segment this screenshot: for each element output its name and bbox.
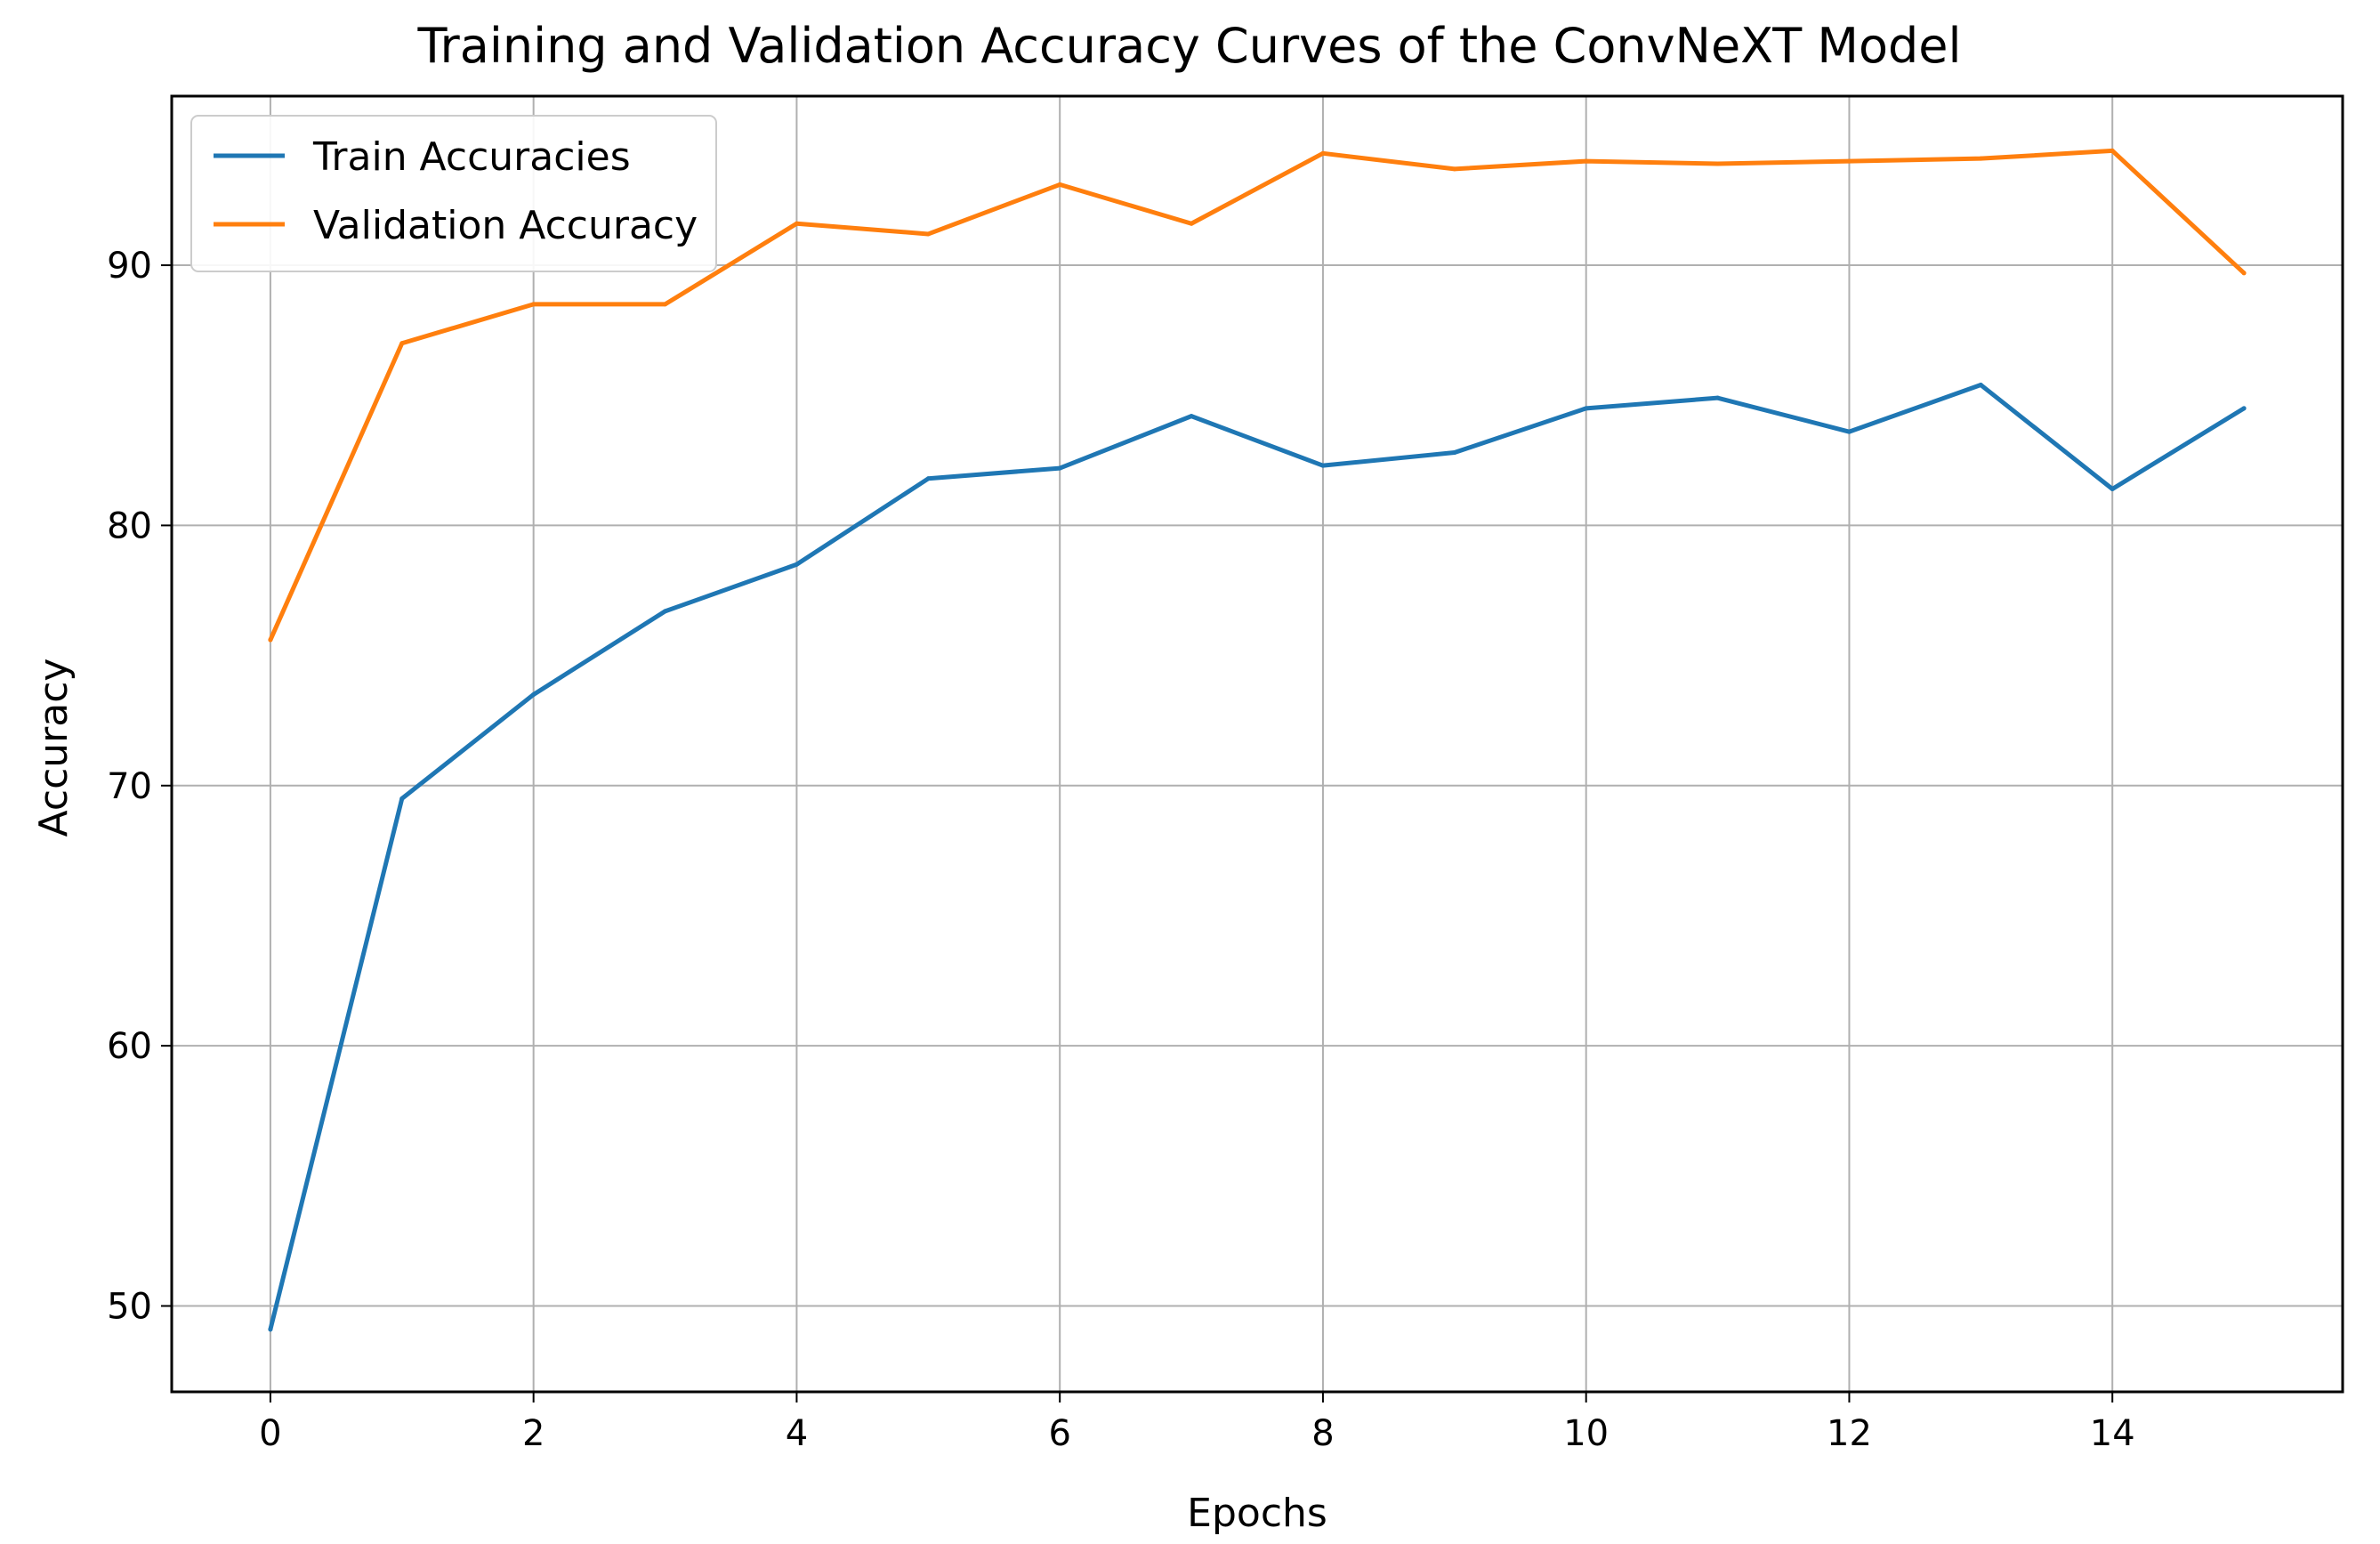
train-accuracy-point bbox=[1584, 406, 1589, 411]
train-accuracy-point bbox=[1320, 463, 1326, 468]
validation-accuracy-point bbox=[399, 341, 405, 346]
legend: Train Accuracies Validation Accuracy bbox=[190, 115, 717, 272]
validation-accuracy-point bbox=[1452, 166, 1457, 172]
validation-accuracy-point bbox=[1320, 150, 1326, 156]
x-tick-label: 0 bbox=[259, 1413, 281, 1454]
y-tick-label: 90 bbox=[107, 246, 152, 287]
legend-box bbox=[190, 115, 717, 272]
x-tick-label: 8 bbox=[1311, 1413, 1334, 1454]
validation-accuracy-point bbox=[1189, 221, 1194, 226]
train-accuracy-point bbox=[925, 476, 931, 481]
train-accuracy-point bbox=[1452, 450, 1457, 456]
validation-accuracy-point bbox=[1978, 156, 1983, 161]
legend-label-validation: Validation Accuracy bbox=[313, 203, 698, 248]
train-accuracy-point bbox=[268, 1327, 273, 1332]
validation-accuracy-point bbox=[1715, 161, 1721, 166]
validation-accuracy-point bbox=[663, 302, 668, 307]
train-accuracy-point bbox=[1978, 383, 1983, 388]
y-tick-label: 80 bbox=[107, 505, 152, 546]
x-tick-label: 10 bbox=[1563, 1413, 1609, 1454]
axis-ticks: 0 2 4 6 8 10 12 14 50 60 70 80 90 bbox=[107, 246, 2135, 1454]
validation-accuracy-point bbox=[268, 637, 273, 643]
x-tick-label: 12 bbox=[1827, 1413, 1872, 1454]
validation-accuracy-point bbox=[794, 221, 799, 226]
x-tick-label: 2 bbox=[522, 1413, 545, 1454]
train-accuracy-point bbox=[2110, 486, 2115, 491]
y-tick-label: 70 bbox=[107, 766, 152, 807]
gridlines bbox=[172, 96, 2343, 1392]
y-tick-label: 60 bbox=[107, 1026, 152, 1067]
validation-accuracy-point bbox=[1584, 158, 1589, 164]
validation-accuracy-point bbox=[1057, 182, 1062, 187]
train-accuracy-point bbox=[2241, 406, 2247, 411]
y-axis-label: Accuracy bbox=[31, 659, 77, 837]
validation-accuracy-point bbox=[2241, 271, 2247, 276]
x-tick-label: 4 bbox=[786, 1413, 808, 1454]
train-accuracy-point bbox=[1057, 465, 1062, 471]
series-lines bbox=[268, 148, 2247, 1332]
train-accuracy-point bbox=[663, 609, 668, 614]
validation-accuracy-point bbox=[1846, 158, 1852, 164]
train-accuracy-line bbox=[268, 383, 2247, 1332]
plot-area-frame bbox=[170, 94, 2344, 1394]
x-tick-label: 14 bbox=[2090, 1413, 2135, 1454]
train-accuracy-point bbox=[399, 796, 405, 801]
legend-label-train: Train Accuracies bbox=[312, 134, 631, 180]
train-accuracy-point bbox=[531, 691, 537, 697]
train-accuracy-point bbox=[1846, 429, 1852, 434]
train-accuracy-point bbox=[794, 562, 799, 567]
validation-accuracy-point bbox=[2110, 148, 2115, 153]
x-tick-label: 6 bbox=[1048, 1413, 1070, 1454]
validation-accuracy-line bbox=[268, 148, 2247, 643]
chart-title: Training and Validation Accuracy Curves … bbox=[417, 18, 1962, 74]
x-axis-label: Epochs bbox=[1187, 1491, 1327, 1536]
validation-accuracy-point bbox=[925, 231, 931, 237]
train-accuracy-point bbox=[1189, 414, 1194, 419]
validation-accuracy-point bbox=[531, 302, 537, 307]
train-accuracy-point bbox=[1715, 395, 1721, 400]
y-tick-label: 50 bbox=[107, 1287, 152, 1328]
